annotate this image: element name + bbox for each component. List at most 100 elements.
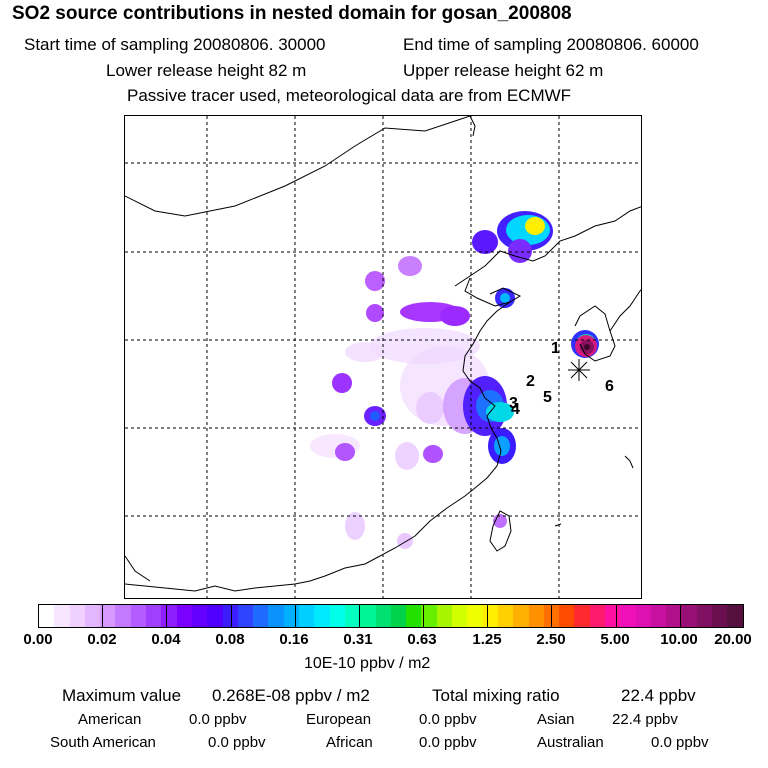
asian-value: 22.4 ppbv (612, 711, 678, 728)
legend-color-segment (452, 605, 468, 627)
legend-tick: 10.00 (660, 631, 698, 648)
legend-tick: 0.16 (279, 631, 309, 648)
legend-divider (294, 604, 296, 628)
legend-color-segment (421, 605, 437, 627)
max-value-label: Maximum value (62, 686, 182, 705)
legend-color-segment (375, 605, 391, 627)
legend-color-segment (513, 605, 529, 627)
legend-color-segment (574, 605, 590, 627)
upper-release-height: Upper release height 62 m (403, 61, 604, 80)
legend-divider (487, 604, 489, 628)
legend-color-segment (360, 605, 376, 627)
legend-color-segment (390, 605, 407, 627)
legend-color-segment (222, 605, 238, 627)
south-american-value: 0.0 ppbv (208, 734, 266, 751)
legend-color-segment (299, 605, 315, 627)
legend-color-segment (329, 605, 345, 627)
max-value: 0.268E-08 ppbv / m2 (212, 686, 370, 705)
south-american-label: South American (50, 734, 156, 751)
total-mixing-value: 22.4 ppbv (621, 686, 696, 705)
legend-tick: 0.00 (23, 631, 53, 648)
legend-divider (615, 604, 617, 628)
legend-color-segment (54, 605, 70, 627)
legend-color-segment (712, 605, 728, 627)
legend-color-segment (84, 605, 101, 627)
european-value: 0.0 ppbv (419, 711, 477, 728)
lower-release-height: Lower release height 82 m (106, 61, 307, 80)
graticule (125, 116, 641, 598)
legend-color-segment (467, 605, 483, 627)
legend-divider (423, 604, 425, 628)
legend-color-segment (176, 605, 192, 627)
legend-tick: 0.63 (407, 631, 437, 648)
legend-color-segment (39, 605, 55, 627)
legend-tick: 0.08 (215, 631, 245, 648)
legend-tick: 1.25 (472, 631, 502, 648)
legend-color-segment (650, 605, 667, 627)
legend-unit: 10E-10 ppbv / m2 (304, 655, 431, 672)
legend-color-segment (482, 605, 498, 627)
legend-color-segment (406, 605, 422, 627)
marker-6: 6 (605, 378, 614, 395)
total-mixing-label: Total mixing ratio (432, 686, 560, 705)
legend-color-segment (191, 605, 208, 627)
legend-color-segment (604, 605, 621, 627)
legend-color-segment (681, 605, 697, 627)
concentration-plume (310, 211, 599, 549)
legend-tick: 0.31 (343, 631, 373, 648)
marker-4: 4 (511, 401, 520, 418)
australian-value: 0.0 ppbv (651, 734, 709, 751)
australian-label: Australian (537, 734, 604, 751)
legend-color-segment (268, 605, 284, 627)
legend-divider (679, 604, 681, 628)
african-label: African (326, 734, 373, 751)
legend-color-segment (543, 605, 560, 627)
african-value: 0.0 ppbv (419, 734, 477, 751)
receptor-marker (568, 359, 590, 381)
color-legend-bar (38, 604, 744, 628)
legend-color-segment (436, 605, 453, 627)
marker-3: 3 (509, 395, 518, 412)
tracer-note: Passive tracer used, meteorological data… (127, 86, 572, 105)
legend-color-segment (130, 605, 147, 627)
legend-color-segment (237, 605, 254, 627)
start-time: Start time of sampling 20080806. 30000 (24, 35, 326, 54)
plot-title: SO2 source contributions in nested domai… (12, 3, 572, 24)
coastlines (125, 116, 641, 592)
legend-color-segment (283, 605, 300, 627)
legend-color-segment (635, 605, 651, 627)
legend-tick: 2.50 (536, 631, 566, 648)
legend-color-segment (497, 605, 514, 627)
legend-color-segment (666, 605, 682, 627)
map-canvas: 1 2 3 4 5 6 (125, 116, 641, 598)
legend-color-segment (100, 605, 116, 627)
legend-color-segment (696, 605, 713, 627)
asian-label: Asian (537, 711, 575, 728)
end-time: End time of sampling 20080806. 60000 (403, 35, 699, 54)
legend-color-segment (207, 605, 223, 627)
legend-color-segment (589, 605, 605, 627)
legend-color-segment (69, 605, 85, 627)
legend-divider (166, 604, 168, 628)
marker-2: 2 (526, 373, 535, 390)
legend-divider (551, 604, 553, 628)
legend-color-segment (314, 605, 330, 627)
map-panel: 1 2 3 4 5 6 (124, 115, 642, 599)
legend-tick: 20.00 (714, 631, 752, 648)
legend-tick: 0.04 (151, 631, 181, 648)
legend-color-segment (620, 605, 636, 627)
legend-divider (230, 604, 232, 628)
american-label: American (78, 711, 142, 728)
american-value: 0.0 ppbv (189, 711, 247, 728)
legend-tick: 5.00 (600, 631, 630, 648)
legend-color-segment (115, 605, 131, 627)
legend-divider (102, 604, 104, 628)
legend-color-segment (344, 605, 361, 627)
marker-5: 5 (543, 389, 552, 406)
legend-color-segment (559, 605, 575, 627)
european-label: European (306, 711, 372, 728)
legend-color-segment (528, 605, 544, 627)
legend-color-segment (146, 605, 162, 627)
marker-1: 1 (551, 340, 560, 357)
legend-color-segment (727, 605, 743, 627)
